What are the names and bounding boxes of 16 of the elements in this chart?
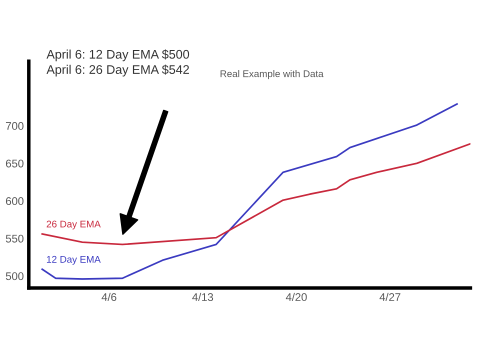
annotation: April 6: 26 Day EMA $542 — [46, 64, 189, 76]
line-series — [41, 103, 458, 280]
y-tick-label: 550 — [6, 234, 24, 243]
x-tick-label: 4/6 — [102, 292, 116, 302]
y-tick-label: 700 — [6, 122, 24, 130]
x-tick-label: 4/20 — [286, 292, 307, 302]
y-tick-label: 500 — [6, 272, 24, 280]
text: Real Example with Data — [220, 70, 324, 80]
y-tick-label: 600 — [6, 197, 24, 206]
y-tick-label: 650 — [6, 160, 24, 168]
x-tick-label: 4/13 — [192, 292, 214, 302]
annotation: April 6: 12 Day EMA $500 — [46, 49, 190, 62]
series-label: 12 Day EMA — [46, 256, 101, 265]
line-series — [41, 142, 470, 246]
series-label: 26 Day EMA — [46, 220, 101, 230]
x-tick-label: 4/27 — [380, 292, 400, 302]
